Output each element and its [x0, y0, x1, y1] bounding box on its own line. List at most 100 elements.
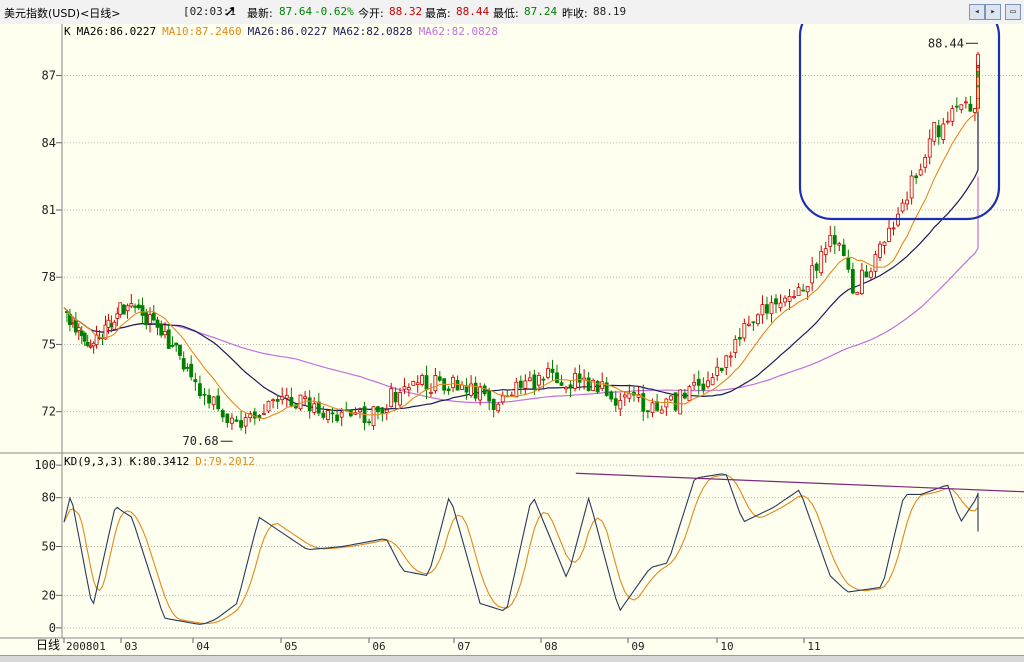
price-tick-label: 84 [42, 136, 56, 150]
candle-body [600, 381, 605, 390]
candle-body [733, 338, 738, 353]
candle-body [129, 303, 134, 307]
candle-body [225, 413, 230, 423]
open-value: 88.32 [389, 5, 423, 18]
candle-body [289, 396, 294, 406]
candle-body [266, 400, 271, 412]
candle-body [792, 296, 796, 298]
candle-body [125, 305, 130, 312]
candle-body [555, 372, 559, 383]
candle-body [918, 169, 923, 176]
candle-body [178, 344, 182, 356]
candle-body [429, 391, 433, 394]
candle-body [914, 175, 919, 179]
candle-body [618, 399, 623, 410]
candle-body [659, 409, 664, 414]
date-tick-label: 05 [284, 640, 297, 653]
candle-body [706, 380, 710, 388]
candle-body [669, 395, 673, 401]
scroll-right-button[interactable]: ▸ [985, 4, 1001, 20]
date-tick-label: 03 [124, 640, 137, 653]
prev-close-label: 昨收: [562, 7, 588, 20]
date-axis-labels: 200801 03 04 05 06 07 08 09 10 11 [63, 638, 821, 653]
kline-chart: 72 75 78 81 84 87 0 20 50 80 100 200801 03 04 05 06 07… [0, 24, 1024, 655]
legend-entry: MA26:86.0227 [248, 25, 327, 38]
candle-body [859, 269, 864, 295]
candle-body [627, 393, 632, 399]
candle-body [181, 358, 186, 370]
cursor-icon: ➚ [224, 2, 237, 20]
candle-body [460, 384, 464, 390]
price-tick-label: 75 [42, 337, 56, 351]
legend-entry: MA10:87.2460 [162, 25, 241, 38]
candle-body [170, 344, 175, 347]
candle-body [810, 265, 815, 284]
candle-body [446, 388, 451, 392]
ma-legend: K MA26:86.0227 MA10:87.2460 MA26:86.0227 MA6… [64, 25, 498, 38]
kd-tick-label: 0 [49, 621, 56, 635]
candle-body [622, 394, 627, 398]
candle-body [487, 390, 492, 402]
candle-body [85, 342, 90, 347]
candle-body [801, 289, 806, 292]
candle-body [76, 327, 81, 331]
candle-body [586, 377, 591, 392]
candle-body [923, 157, 928, 168]
candle-body [692, 381, 697, 386]
prev-close-value: 88.19 [593, 5, 627, 18]
candle-body [869, 271, 873, 278]
highlight-box [798, 24, 1001, 221]
ma26-path [63, 88, 979, 412]
candle-body [455, 379, 460, 391]
candle-body [850, 269, 855, 294]
open-label: 今开: [358, 7, 384, 20]
candle-body [841, 244, 846, 257]
candle-body [609, 391, 614, 400]
high-annotation-label: 88.44 [928, 36, 964, 50]
candle-body [307, 397, 312, 412]
candle-body [591, 379, 596, 392]
candle-body [878, 243, 882, 258]
legend-entry: D:79.2012 [195, 455, 255, 468]
price-tick-label: 81 [42, 203, 56, 217]
candle-body [819, 251, 824, 274]
candle-body [678, 389, 683, 415]
candle-body [326, 410, 330, 420]
candle-body [710, 377, 715, 386]
candle-body [193, 379, 198, 383]
candle-body [550, 368, 555, 373]
candle-body [433, 375, 438, 392]
candle-body [973, 108, 977, 113]
candle-body [891, 227, 896, 230]
candle-body [70, 322, 75, 325]
candle-body [682, 392, 687, 399]
candle-body [280, 396, 285, 401]
date-tick-label: 06 [372, 640, 385, 653]
candle-body [796, 287, 801, 297]
candle-body [932, 121, 937, 142]
candle-body [216, 395, 221, 410]
high-label: 最高: [425, 7, 451, 20]
candle-body [384, 409, 389, 414]
candle-body [316, 401, 321, 414]
restore-button[interactable]: ▭ [1005, 4, 1021, 20]
candle-body [604, 382, 609, 396]
candle-body [230, 417, 234, 424]
candle-body [778, 302, 783, 309]
candle-body [252, 411, 257, 419]
candle-body [523, 380, 528, 389]
scroll-left-button[interactable]: ◂ [969, 4, 985, 20]
candle-body [330, 412, 335, 415]
period-label: 日线 [36, 638, 60, 652]
ma62-path [63, 176, 979, 404]
candle-body [787, 296, 792, 302]
date-tick-label: 10 [720, 640, 733, 653]
candle-body [941, 123, 946, 140]
change-value: -0.62% [314, 5, 354, 18]
candle-body [424, 375, 429, 390]
candle-body [155, 319, 160, 328]
kd-trendline [575, 472, 1024, 493]
candle-body [532, 374, 537, 389]
kd-tick-label: 100 [34, 458, 56, 472]
candle-body [900, 202, 905, 212]
